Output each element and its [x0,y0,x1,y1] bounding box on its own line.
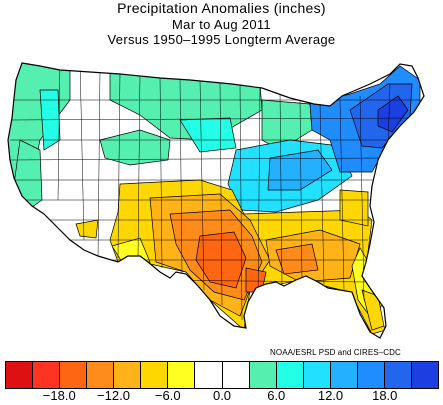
colorbar-ticks: −18.0 −12.0 −6.0 0.0 6.0 12.0 18.0 [0,388,443,405]
colorbar-swatch [6,362,34,388]
colorbar-swatch [276,362,304,388]
colorbar-swatch [195,362,223,388]
colorbar-swatch [330,362,358,388]
us-precipitation-map [7,62,425,339]
virginia-dry-region [339,189,369,227]
colorbar-swatch [303,362,331,388]
nevada-dry-patch [75,219,99,239]
data-credit: NOAA/ESRL PSD and CIRES–CDC [270,348,401,357]
colorbar [5,361,439,389]
map-title: Precipitation Anomalies (inches) [117,0,326,16]
colorbar-tick-label: −12.0 [97,388,130,403]
central-rockies-wet-region [99,129,171,166]
colorbar-swatch [168,362,196,388]
colorbar-swatch [33,362,61,388]
colorbar-swatch [357,362,385,388]
dakotas-wet-region [179,117,237,153]
colorbar-tick-label: 12.0 [317,388,344,403]
colorbar-swatch [249,362,277,388]
colorbar-tick-label: −18.0 [42,388,76,403]
colorbar-tick-label: −6.0 [154,388,181,403]
colorbar-swatch [411,362,438,388]
climate-division-boundaries [9,63,420,321]
colorbar-swatch [114,362,142,388]
map-subtitle-period: Mar to Aug 2011 [172,17,271,32]
colorbar-swatch [87,362,115,388]
colorbar-swatch [60,362,88,388]
colorbar-tick-label: 6.0 [267,388,286,403]
colorbar-swatch [141,362,169,388]
alabama-dry-region [275,243,319,275]
colorbar-swatch [384,362,412,388]
colorbar-swatch [222,362,250,388]
hudson-valley-wet-region [377,95,409,133]
colorbar-tick-label: 0.0 [212,388,232,403]
map-subtitle-baseline: Versus 1950–1995 Longterm Average [107,32,336,47]
colorbar-tick-label: 18.0 [372,388,398,403]
